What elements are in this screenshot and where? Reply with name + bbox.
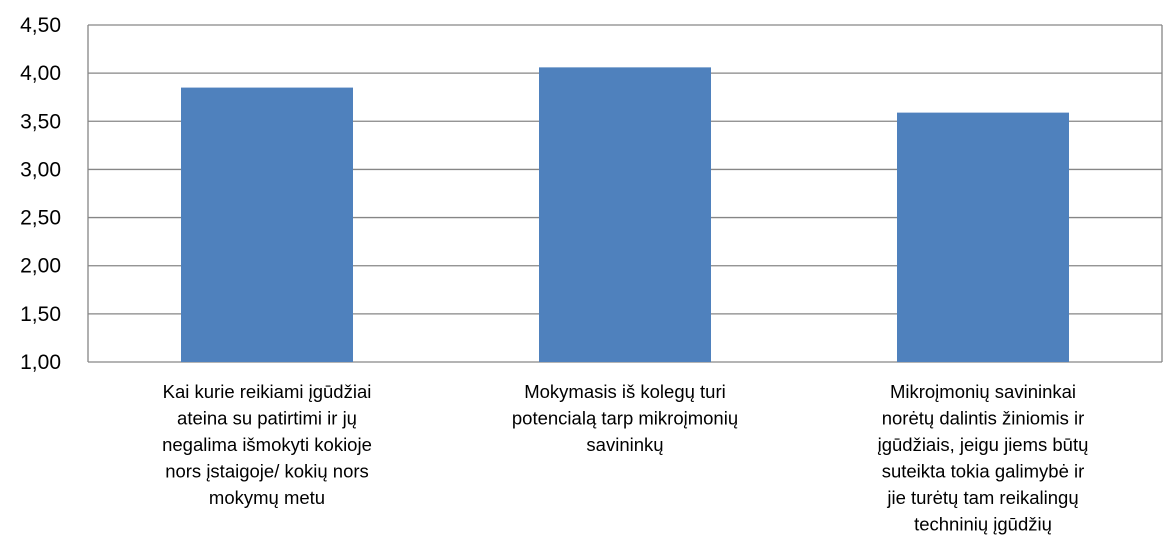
y-tick-label: 2,00 [20, 255, 61, 278]
y-tick-label: 3,50 [20, 110, 61, 133]
category-labels: Kai kurie reikiami įgūdžiai ateina su pat… [162, 381, 1088, 535]
category-label-line: nors įstaigoje/ kokių nors [165, 461, 369, 482]
category-label-line: negalima išmokyti kokioje [162, 434, 372, 455]
category-label-line: potencialą tarp mikroįmonių [512, 408, 738, 429]
category-label-2: Mokymasis iš kolegų turi potencialą tarp … [512, 381, 738, 455]
y-tick-label: 1,00 [20, 351, 61, 374]
category-label-line: savininkų [586, 434, 663, 455]
bar-3 [897, 112, 1069, 363]
category-label-3: Mikroįmonių savininkai norėtų dalintis ži… [878, 381, 1089, 535]
y-tick-label: 4,50 [20, 14, 61, 37]
bars [181, 67, 1069, 363]
category-label-line: techninių įgūdžių [914, 514, 1052, 535]
category-label-line: jie turėtų tam reikalingų [886, 487, 1078, 508]
category-label-line: Mokymasis iš kolegų turi [524, 381, 726, 402]
y-tick-label: 3,00 [20, 158, 61, 181]
y-tick-label: 1,50 [20, 303, 61, 326]
bar-1 [181, 87, 353, 362]
y-axis-ticks: 1,00 1,50 2,00 2,50 3,00 3,50 4,00 4,50 [20, 14, 61, 374]
category-label-line: suteikta tokia galimybė ir [882, 461, 1085, 482]
y-tick-label: 2,50 [20, 207, 61, 230]
category-label-1: Kai kurie reikiami įgūdžiai ateina su pat… [162, 381, 372, 508]
category-label-line: norėtų dalintis žiniomis ir [882, 408, 1085, 429]
category-label-line: Mikroįmonių savininkai [890, 381, 1076, 402]
category-label-line: Kai kurie reikiami įgūdžiai [163, 381, 372, 402]
bar-2 [539, 67, 711, 362]
category-label-line: ateina su patirtimi ir jų [177, 408, 357, 429]
category-label-line: mokymų metu [209, 487, 325, 508]
category-label-line: įgūdžiais, jeigu jiems būtų [878, 434, 1089, 455]
y-tick-label: 4,00 [20, 62, 61, 85]
